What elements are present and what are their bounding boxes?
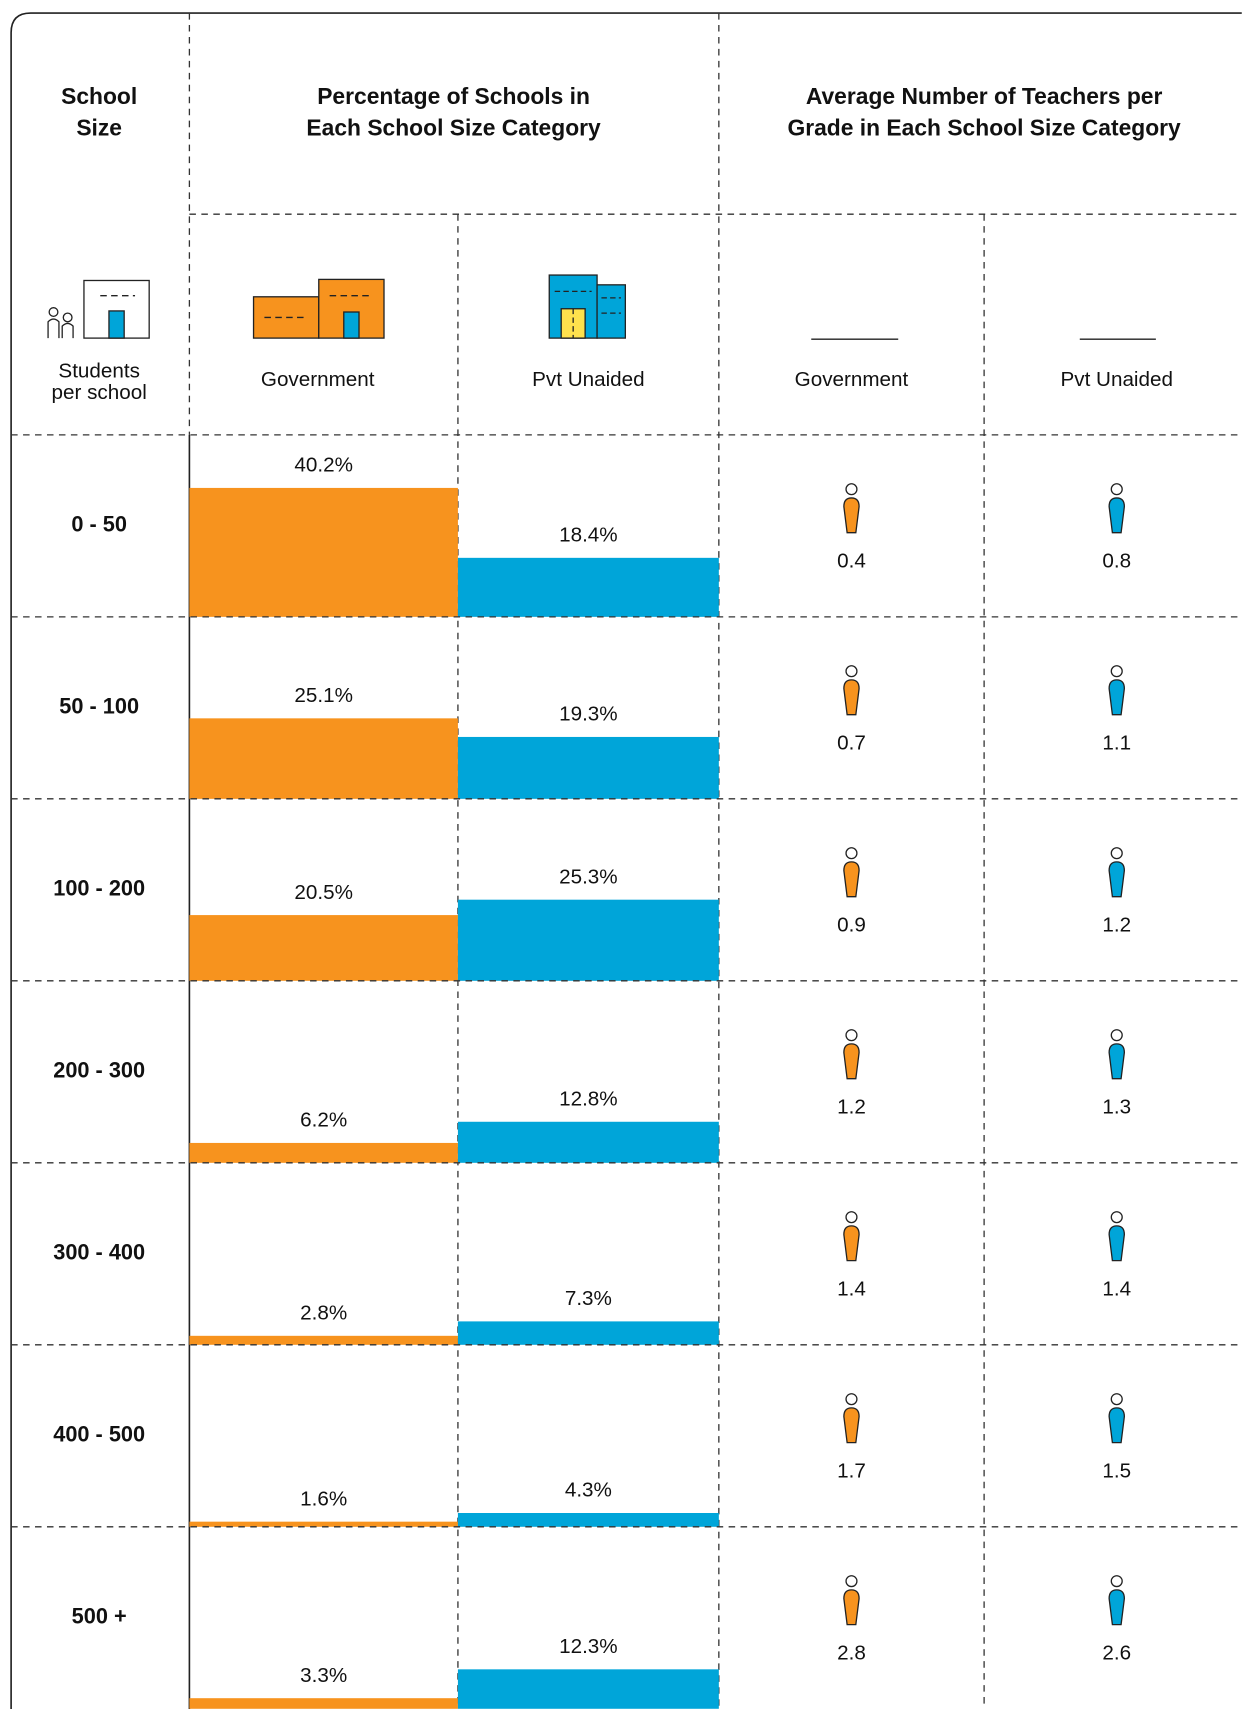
value-label: 4.3% [565,1479,612,1502]
teacher-icon [1110,483,1123,496]
teacher-icon [1108,1407,1126,1444]
subheader: Government [795,368,909,391]
teacher-icon [845,1575,858,1588]
teacher-icon [1110,1575,1123,1588]
school-size: 0 - 50 [71,512,127,537]
bar [189,718,458,799]
value-label: 2.8% [300,1302,347,1325]
header: Each School Size Category [306,114,601,140]
teacher-icon [1108,1589,1126,1626]
teacher-icon [843,1407,860,1444]
bar [189,915,458,981]
teacher-value: 2.6 [1102,1641,1131,1664]
teacher-icon [845,483,858,496]
subheader: per school [52,381,147,404]
teacher-value: 1.7 [837,1459,866,1482]
teacher-icon [843,1043,860,1080]
teacher-value: 1.4 [837,1277,866,1300]
header: Percentage of Schools in [317,83,590,109]
teacher-value: 1.1 [1102,731,1131,754]
value-label: 6.2% [300,1109,347,1132]
teacher-icon [1108,1043,1126,1080]
teacher-value: 0.4 [837,550,866,573]
value-label: 40.2% [294,454,353,477]
bar [189,1698,458,1709]
teacher-icon [1110,1029,1123,1042]
teacher-value: 0.9 [837,913,866,936]
value-label: 25.1% [294,684,353,707]
value-label: 25.3% [559,865,618,888]
icons [47,274,1156,340]
teacher-icon [843,1589,860,1626]
value-label: 12.3% [559,1635,618,1658]
teacher-icon [845,1211,858,1224]
header: Average Number of Teachers per [806,83,1163,109]
subheader: Pvt Unaided [532,368,644,391]
teacher-icon [843,1225,860,1262]
border [10,12,1242,1709]
bar [457,1121,719,1163]
school-size: 300 - 400 [53,1240,145,1265]
teacher-icon [843,497,860,534]
school-size: 100 - 200 [53,876,145,901]
teacher-icon [845,847,858,860]
value-label: 19.3% [559,703,618,726]
value-label: 7.3% [565,1287,612,1310]
value-label: 20.5% [294,881,353,904]
teacher-icon [1110,847,1123,860]
teacher-icon [1110,1393,1123,1406]
bar [189,1142,458,1163]
school-size: 400 - 500 [53,1422,145,1447]
teacher-value: 1.2 [1102,913,1131,936]
teacher-icon [843,679,860,716]
teacher-value: 0.7 [837,731,866,754]
school-size: 50 - 100 [59,694,139,719]
teacher-icon [1110,665,1123,678]
grid-lines [11,13,1242,1709]
teacher-icon [1110,1211,1123,1224]
subheader: Students [58,359,139,382]
bar [457,557,719,617]
value-label: 3.3% [300,1664,347,1687]
school-size: 500 + [72,1604,127,1629]
teacher-icon [1108,861,1126,898]
teacher-value: 0.8 [1102,550,1131,573]
teacher-value: 1.2 [837,1095,866,1118]
bar [457,736,719,799]
bar [457,1513,719,1527]
teacher-value: 2.8 [837,1641,866,1664]
teacher-value: 1.5 [1102,1459,1131,1482]
bar [457,1669,719,1709]
value-label: 1.6% [300,1487,347,1510]
teacher-icon [843,861,860,898]
bar [189,1521,458,1527]
teacher-icon [845,665,858,678]
school-size: 200 - 300 [53,1058,145,1083]
bar [189,1335,458,1345]
value-label: 18.4% [559,524,618,547]
teacher-icon [1108,1225,1126,1262]
teacher-icon [845,1029,858,1042]
teacher-value: 1.4 [1102,1277,1131,1300]
value-label: 12.8% [559,1087,618,1110]
bar [457,1321,719,1345]
teacher-icon [1108,497,1126,534]
subheader: Government [261,368,375,391]
teacher-icon [845,1393,858,1406]
header: Size [76,114,122,140]
subheader: Pvt Unaided [1061,368,1173,391]
teacher-value: 1.3 [1102,1095,1131,1118]
header: Grade in Each School Size Category [787,114,1181,140]
teacher-icon [1108,679,1126,716]
bar [457,899,719,981]
bar [189,487,458,617]
header: School [61,83,137,109]
